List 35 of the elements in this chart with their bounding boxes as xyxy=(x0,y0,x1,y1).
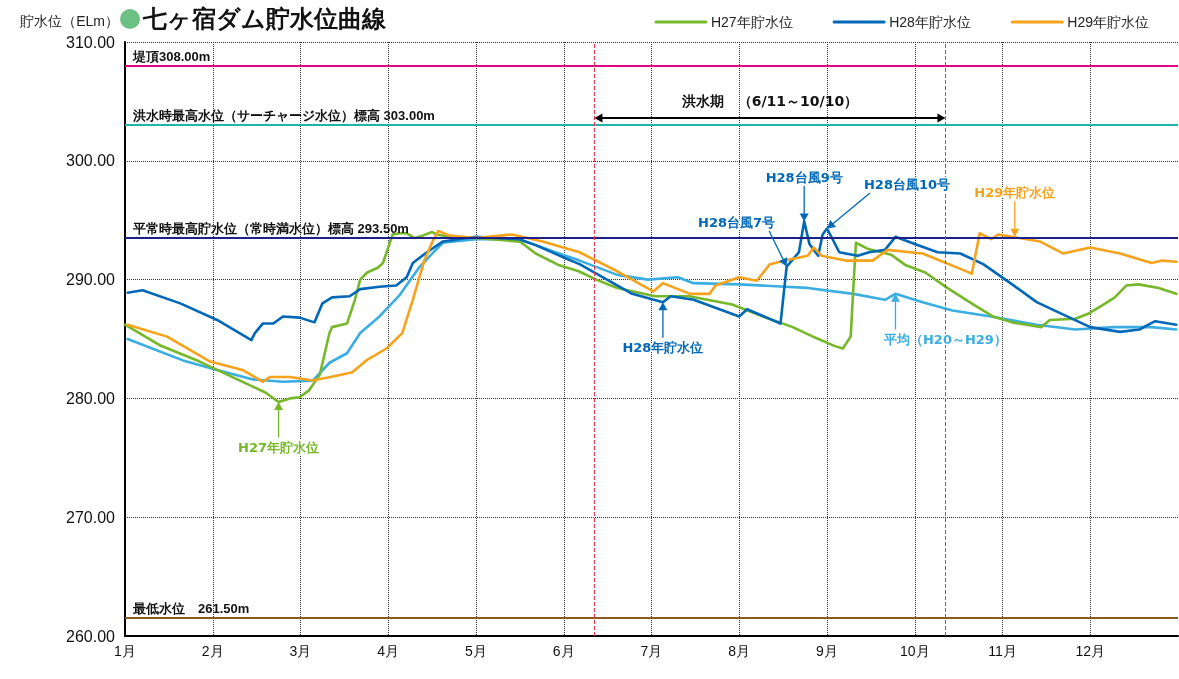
x-tick-label: 12月 xyxy=(1075,643,1106,659)
y-tick-label: 300.00 xyxy=(66,152,116,170)
x-tick-label: 6月 xyxy=(552,643,575,659)
x-tick-label: 7月 xyxy=(640,643,663,659)
y-tick-label: 310.00 xyxy=(66,33,116,51)
x-tick-label: 3月 xyxy=(289,643,312,659)
ref-line-label: 洪水時最高水位（サーチャージ水位）標高 303.00m xyxy=(132,108,435,124)
y-tick-label: 270.00 xyxy=(66,508,116,526)
legend-label: H29年貯水位 xyxy=(1067,14,1149,30)
ref-line-label: 平常時最高貯水位（常時満水位）標高 293.50m xyxy=(132,221,409,237)
x-tick-label: 1月 xyxy=(114,643,136,659)
annotation: H29年貯水位 xyxy=(974,185,1056,201)
annotation: H28台風9号 xyxy=(765,169,843,185)
y-tick-label: 260.00 xyxy=(66,627,116,645)
chart-title: 七ヶ宿ダム貯水位曲線 xyxy=(143,4,386,35)
annotation: H27年貯水位 xyxy=(238,440,320,456)
annotation: 平均（H20～H29） xyxy=(882,332,1007,348)
x-tick-label: 8月 xyxy=(728,643,751,659)
annotation: H28台風7号 xyxy=(698,214,776,230)
x-tick-label: 11月 xyxy=(988,643,1017,659)
x-tick-label: 5月 xyxy=(465,643,487,659)
ref-line-label: 最低水位 261.50m xyxy=(132,601,250,617)
annotation: H28年貯水位 xyxy=(622,340,704,356)
annotation: 洪水期 （6/11～10/10） xyxy=(680,93,859,109)
y-tick-label: 290.00 xyxy=(66,271,116,289)
x-tick-label: 2月 xyxy=(201,643,224,659)
y-axis-title: 貯水位（ELm） xyxy=(20,13,119,29)
annotation: H28台風10号 xyxy=(863,176,951,192)
legend-label: H27年貯水位 xyxy=(710,14,793,30)
x-tick-label: 4月 xyxy=(377,643,400,659)
x-tick-label: 10月 xyxy=(899,643,930,659)
y-tick-label: 280.00 xyxy=(66,389,116,407)
x-tick-label: 9月 xyxy=(816,643,838,659)
legend-label: H28年貯水位 xyxy=(889,14,971,30)
ref-line-label: 堤頂308.00m xyxy=(132,48,211,64)
